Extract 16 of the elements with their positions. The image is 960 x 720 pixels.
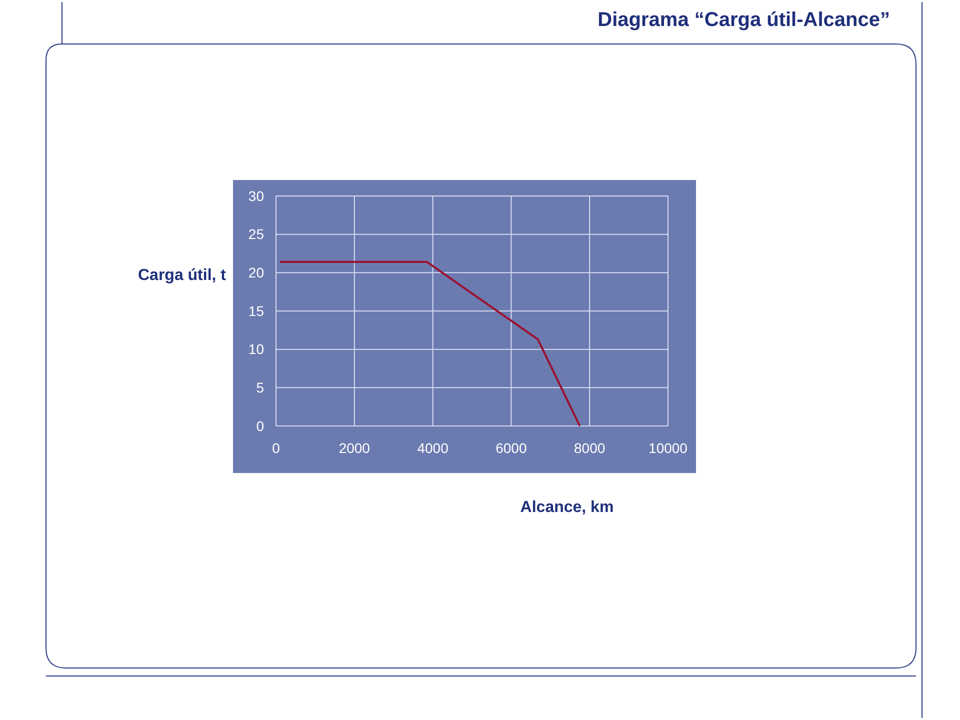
y-tick-label: 5 — [256, 380, 264, 396]
x-tick-label: 6000 — [496, 440, 527, 456]
y-tick-label: 25 — [248, 226, 264, 242]
x-tick-label: 10000 — [648, 440, 688, 456]
x-tick-label: 0 — [272, 440, 280, 456]
y-tick-label: 30 — [248, 188, 264, 204]
x-tick-label: 2000 — [338, 440, 370, 456]
x-tick-label: 4000 — [417, 440, 449, 456]
x-tick-label: 8000 — [574, 440, 606, 456]
x-axis-title: Alcance, km — [520, 499, 614, 516]
text: Diagrama “Carga útil-Alcance” — [598, 9, 890, 31]
y-tick-label: 0 — [256, 418, 264, 434]
y-axis-title: Carga útil, t — [138, 267, 227, 284]
y-tick-label: 20 — [248, 264, 264, 281]
y-tick-label: 10 — [248, 341, 264, 358]
y-tick-label: 15 — [248, 302, 264, 319]
